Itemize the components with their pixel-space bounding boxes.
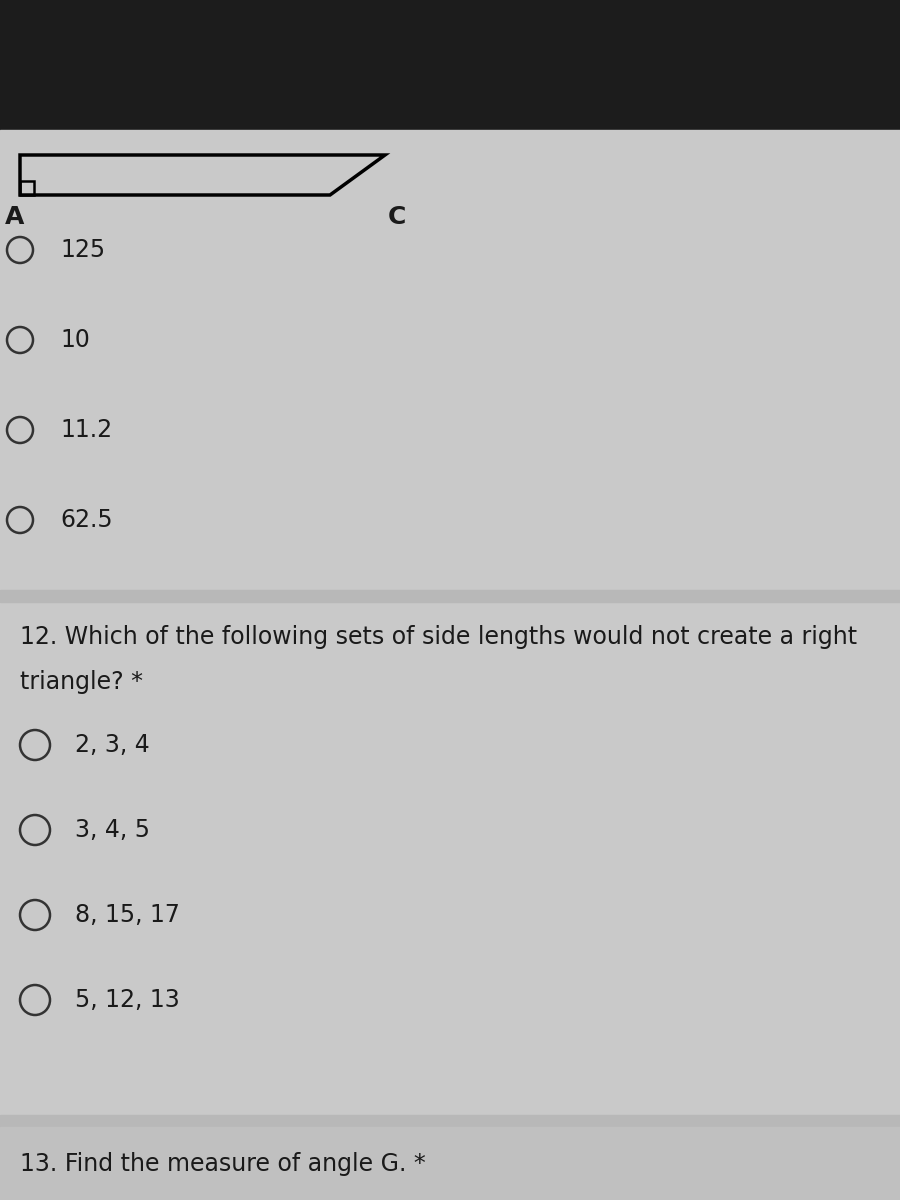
Text: 125: 125 xyxy=(60,238,105,262)
Text: C: C xyxy=(388,205,407,229)
Bar xyxy=(0,130,900,1200)
Text: 10: 10 xyxy=(60,328,90,352)
Text: 13. Find the measure of angle G. *: 13. Find the measure of angle G. * xyxy=(20,1152,426,1176)
Text: 5, 12, 13: 5, 12, 13 xyxy=(75,988,180,1012)
Text: 11.2: 11.2 xyxy=(60,418,112,442)
Text: triangle? *: triangle? * xyxy=(20,670,143,694)
Bar xyxy=(0,1115,900,1127)
Bar xyxy=(0,0,900,130)
Text: A: A xyxy=(5,205,24,229)
Bar xyxy=(0,590,900,602)
Bar xyxy=(0,1127,900,1200)
Text: 62.5: 62.5 xyxy=(60,508,112,532)
Bar xyxy=(20,181,34,194)
Text: 12. Which of the following sets of side lengths would not create a right: 12. Which of the following sets of side … xyxy=(20,625,857,649)
Text: 3, 4, 5: 3, 4, 5 xyxy=(75,818,150,842)
Text: 8, 15, 17: 8, 15, 17 xyxy=(75,902,180,926)
Text: 2, 3, 4: 2, 3, 4 xyxy=(75,733,149,757)
